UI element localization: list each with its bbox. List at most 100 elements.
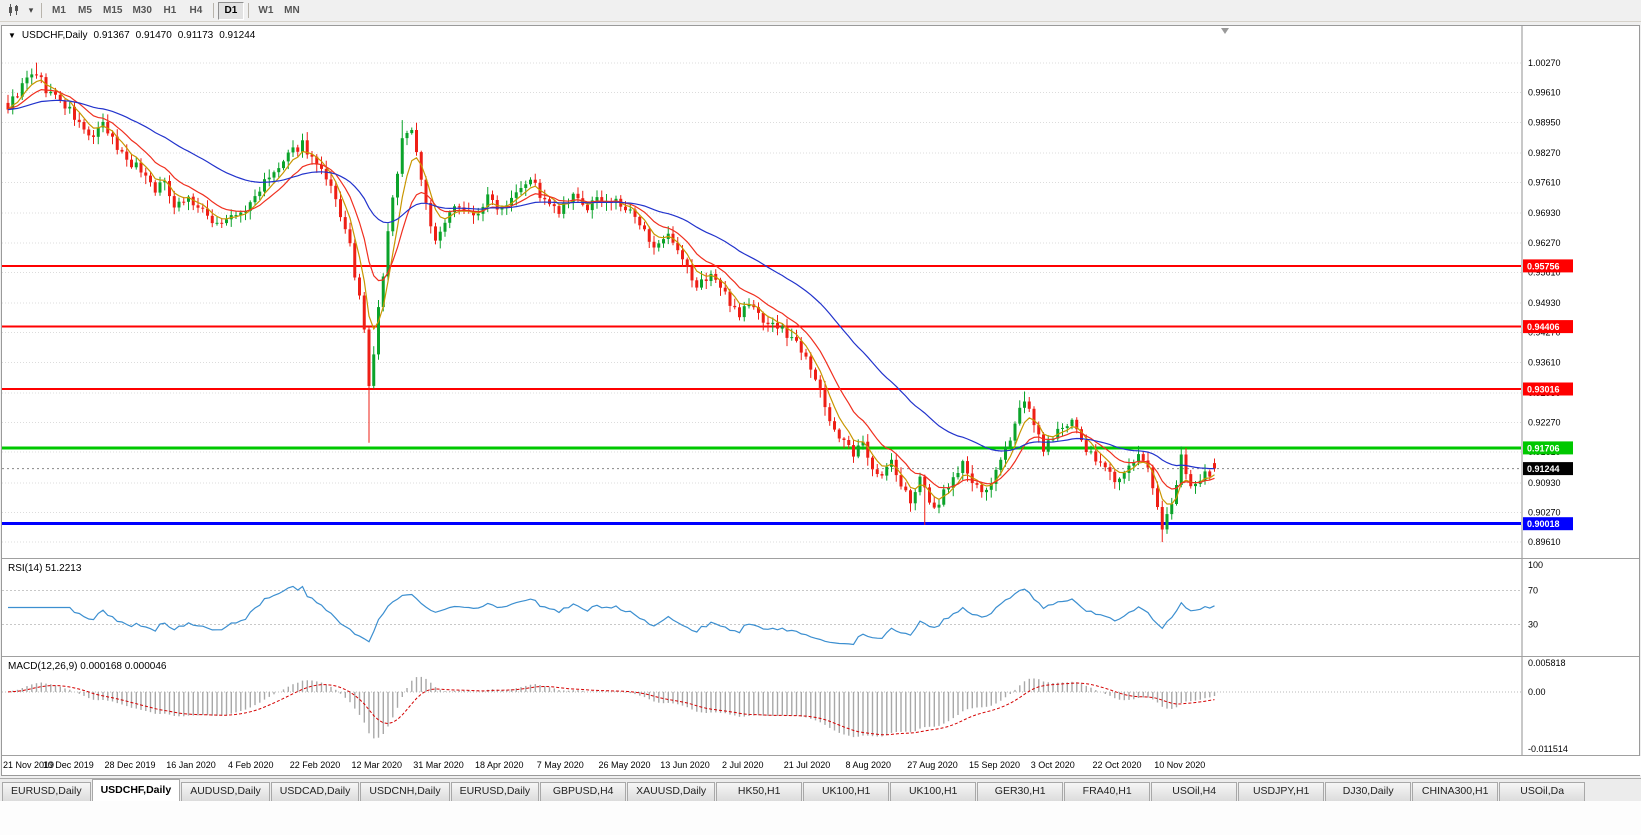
timeframe-button-h4[interactable]: H4 [183, 2, 209, 20]
macd-title: MACD(12,26,9) [8, 661, 78, 672]
svg-text:0.98270: 0.98270 [1528, 148, 1561, 158]
chart-tab-usoil-da[interactable]: USOil,Da [1499, 782, 1586, 801]
svg-text:0.92270: 0.92270 [1528, 418, 1561, 428]
sr-levels-layer[interactable] [2, 264, 1521, 526]
date-axis-label: 22 Feb 2020 [289, 760, 341, 770]
svg-text:0.93610: 0.93610 [1528, 357, 1561, 367]
svg-text:0.005818: 0.005818 [1528, 658, 1566, 668]
rsi-indicator-canvas[interactable]: 100 70 30 [2, 559, 1641, 656]
svg-text:0.97610: 0.97610 [1528, 178, 1561, 188]
svg-text:0.89610: 0.89610 [1528, 537, 1561, 547]
time-axis[interactable]: 21 Nov 2019 10 Dec 2019 28 Dec 2019 16 Jan … [2, 756, 1641, 775]
chart-tab-gbpusd-h4[interactable]: GBPUSD,H4 [540, 782, 627, 801]
candlestick-chart-icon[interactable] [3, 2, 25, 20]
rsi-levels [2, 590, 1521, 625]
svg-text:100: 100 [1528, 560, 1543, 570]
usdchf-chart-window: 1.00270 0.99610 0.98950 0.98270 0.97610 0.969… [1, 25, 1641, 776]
chart-tab-usoil-h4[interactable]: USOil,H4 [1151, 782, 1238, 801]
svg-text:0.95610: 0.95610 [1528, 268, 1561, 278]
chart-tab-fra40-h1[interactable]: FRA40,H1 [1064, 782, 1151, 801]
toolbar-separator [212, 3, 214, 18]
svg-text:0.94406: 0.94406 [1527, 322, 1560, 332]
timeframe-button-m30[interactable]: M30 [127, 2, 156, 20]
ohlc-close-value: 0.91244 [219, 30, 256, 41]
date-axis-label: 3 Oct 2020 [1030, 760, 1075, 770]
timeframe-button-m1[interactable]: M1 [46, 2, 72, 20]
toolbar-separator [41, 3, 42, 18]
collapse-arrow-icon[interactable]: ▼ [8, 31, 16, 40]
macd-current-values: 0.000168 0.000046 [80, 661, 167, 672]
timeframe-button-mn[interactable]: MN [279, 2, 305, 20]
chart-tab-usdcad-daily[interactable]: USDCAD,Daily [270, 782, 360, 801]
timeframe-toolbar: ▾ M1 M5 M15 M30 H1 H4 D1 W1 MN [0, 0, 1641, 22]
date-axis-label: 27 Aug 2020 [907, 760, 958, 770]
price-chart-canvas[interactable]: 1.00270 0.99610 0.98950 0.98270 0.97610 0.969… [2, 26, 1641, 558]
candlestick-glyph [9, 4, 18, 16]
chart-tab-uk100-h1[interactable]: UK100,H1 [803, 782, 890, 801]
date-axis-label: 18 Apr 2020 [475, 760, 524, 770]
macd-signal-line [7, 682, 1215, 736]
svg-text:0.95756: 0.95756 [1527, 261, 1560, 271]
date-axis-label: 2 Jul 2020 [722, 760, 764, 770]
timeframe-button-m15[interactable]: M15 [98, 2, 127, 20]
chart-shift-marker[interactable] [1221, 28, 1229, 34]
chart-tab-audusd-daily[interactable]: AUDUSD,Daily [181, 782, 270, 801]
svg-text:0.96270: 0.96270 [1528, 238, 1561, 248]
date-axis-label: 10 Nov 2020 [1154, 760, 1206, 770]
chart-tab-eurusd-daily[interactable]: EURUSD,Daily [2, 782, 91, 801]
ohlc-low-value: 0.91173 [177, 30, 214, 41]
date-axis-label: 26 May 2020 [598, 760, 651, 770]
rsi-label: RSI(14) 51.2213 [8, 563, 81, 574]
svg-text:0.91244: 0.91244 [1527, 464, 1560, 474]
chart-tab-hk50-h1[interactable]: HK50,H1 [716, 782, 803, 801]
grid-layer: 1.00270 0.99610 0.98950 0.98270 0.97610 0.969… [2, 58, 1561, 547]
svg-text:0.90018: 0.90018 [1527, 519, 1560, 529]
chart-tab-dj30-daily[interactable]: DJ30,Daily [1325, 782, 1412, 801]
svg-text:0.94930: 0.94930 [1528, 298, 1561, 308]
rsi-line [8, 585, 1215, 646]
date-axis-label: 10 Dec 2019 [42, 760, 94, 770]
svg-text:0.98950: 0.98950 [1528, 117, 1561, 127]
svg-text:0.90930: 0.90930 [1528, 478, 1561, 488]
chart-tab-china300-h1[interactable]: CHINA300,H1 [1412, 782, 1499, 801]
candles-layer [6, 62, 1216, 543]
timeframe-button-m5[interactable]: M5 [72, 2, 98, 20]
rsi-title: RSI(14) [8, 563, 43, 574]
chart-tabs-bar: EURUSD,Daily USDCHF,Daily AUDUSD,Daily USDC… [0, 778, 1641, 801]
timeframe-button-w1[interactable]: W1 [253, 2, 279, 20]
ohlc-high-value: 0.91470 [135, 30, 172, 41]
dropdown-arrow-icon[interactable]: ▾ [25, 2, 37, 20]
panel-splitter[interactable] [2, 558, 1639, 559]
rsi-current-value: 51.2213 [45, 563, 82, 574]
panel-splitter[interactable] [2, 656, 1639, 657]
svg-text:0.93016: 0.93016 [1527, 385, 1560, 395]
price-badges: 0.95756 0.94406 0.93016 0.91706 0.90018 0.912… [1523, 259, 1573, 531]
date-axis-label: 16 Jan 2020 [166, 760, 216, 770]
chart-tab-xauusd-daily[interactable]: XAUUSD,Daily [627, 782, 716, 801]
ohlc-open-value: 0.91367 [93, 30, 130, 41]
chart-tab-usdcnh-daily[interactable]: USDCNH,Daily [360, 782, 450, 801]
svg-text:70: 70 [1528, 586, 1538, 596]
timeframe-button-h1[interactable]: H1 [157, 2, 183, 20]
chart-tab-ger30-h1[interactable]: GER30,H1 [977, 782, 1064, 801]
svg-text:0.00: 0.00 [1528, 687, 1546, 697]
status-area [0, 801, 1641, 835]
dropdown-arrow-glyph: ▾ [28, 5, 34, 15]
svg-text:0.91706: 0.91706 [1527, 443, 1560, 453]
chart-symbol-label: USDCHF,Daily [21, 30, 88, 41]
chart-tab-usdjpy-h1[interactable]: USDJPY,H1 [1238, 782, 1325, 801]
macd-indicator-canvas[interactable]: 0.005818 0.00 -0.011514 [2, 657, 1641, 755]
macd-label: MACD(12,26,9) 0.000168 0.000046 [8, 661, 166, 672]
date-axis-label: 7 May 2020 [536, 760, 584, 770]
date-axis-label: 31 Mar 2020 [413, 760, 464, 770]
svg-text:1.00270: 1.00270 [1528, 58, 1561, 68]
ma-lines-layer [7, 79, 1215, 505]
timeframe-button-d1[interactable]: D1 [217, 1, 244, 20]
svg-text:0.99610: 0.99610 [1528, 88, 1561, 98]
chart-tab-uk100-h1[interactable]: UK100,H1 [890, 782, 977, 801]
chart-tab-eurusd-daily[interactable]: EURUSD,Daily [450, 782, 540, 801]
timeframe-buttons: M1 M5 M15 M30 H1 H4 D1 W1 MN [46, 1, 305, 20]
svg-text:30: 30 [1528, 620, 1538, 630]
chart-tab-usdchf-daily[interactable]: USDCHF,Daily [91, 779, 181, 801]
